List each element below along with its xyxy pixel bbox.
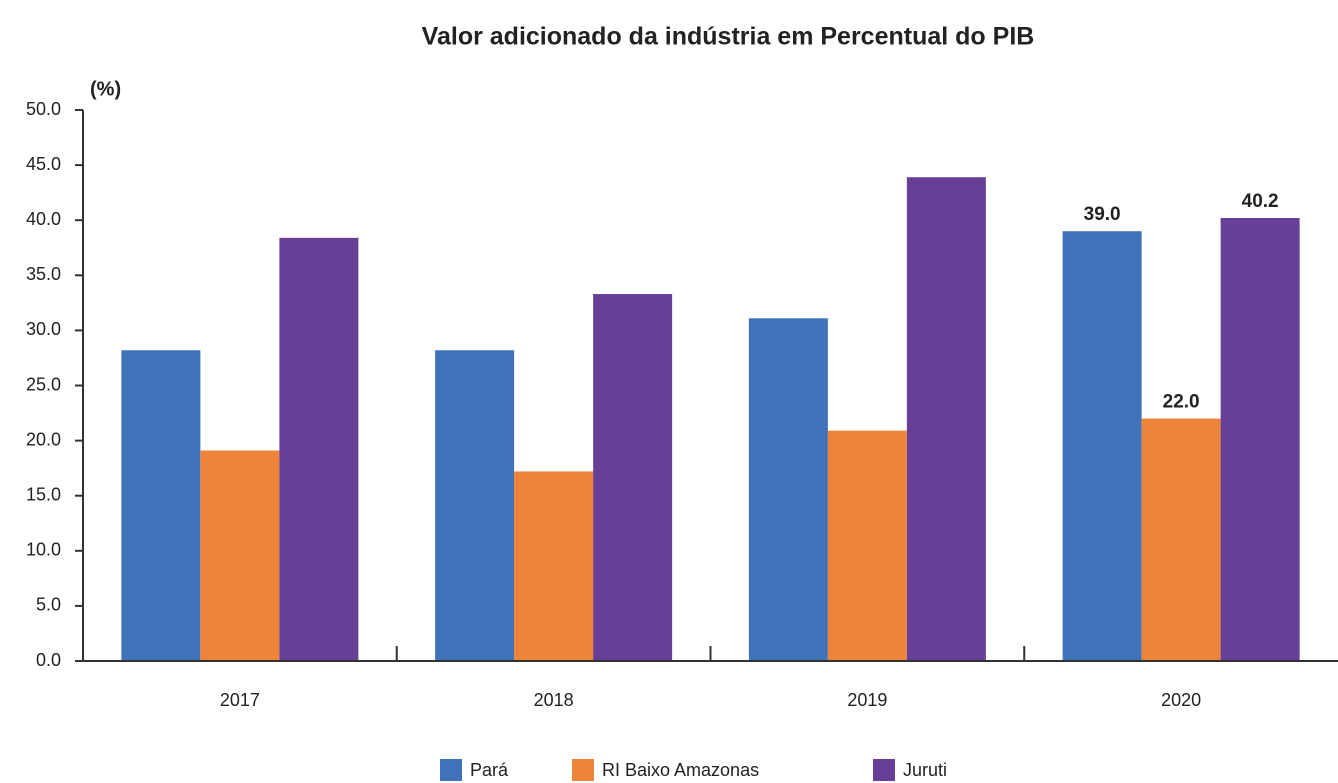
bar bbox=[279, 237, 359, 661]
data-label: 40.2 bbox=[1242, 191, 1279, 212]
bar bbox=[1220, 217, 1300, 661]
y-tick-label: 10.0 bbox=[26, 540, 61, 560]
data-label: 39.0 bbox=[1084, 204, 1121, 225]
y-tick-label: 20.0 bbox=[26, 429, 61, 449]
bar bbox=[906, 177, 986, 662]
y-tick-label: 0.0 bbox=[36, 650, 61, 670]
y-tick-label: 50.0 bbox=[26, 99, 61, 119]
y-tick-label: 45.0 bbox=[26, 154, 61, 174]
y-tick-label: 15.0 bbox=[26, 484, 61, 504]
bar bbox=[514, 471, 594, 661]
x-tick-label: 2017 bbox=[220, 690, 260, 710]
legend-swatch bbox=[873, 759, 895, 781]
y-tick-label: 35.0 bbox=[26, 264, 61, 284]
x-tick-label: 2019 bbox=[847, 690, 887, 710]
x-tick-label: 2020 bbox=[1161, 690, 1201, 710]
y-tick-label: 40.0 bbox=[26, 209, 61, 229]
bar bbox=[200, 450, 280, 661]
bar bbox=[121, 350, 201, 661]
y-tick-label: 5.0 bbox=[36, 595, 61, 615]
y-tick-label: 30.0 bbox=[26, 319, 61, 339]
bar bbox=[1062, 231, 1142, 661]
y-tick-label: 25.0 bbox=[26, 374, 61, 394]
legend-swatch bbox=[572, 759, 594, 781]
bar bbox=[1141, 418, 1221, 661]
data-label: 22.0 bbox=[1163, 392, 1200, 413]
legend-label: Juruti bbox=[903, 760, 947, 780]
bar bbox=[827, 430, 907, 661]
y-axis-label: (%) bbox=[90, 78, 121, 100]
legend-label: Pará bbox=[470, 760, 509, 780]
chart-title: Valor adicionado da indústria em Percent… bbox=[422, 23, 1035, 51]
legend-swatch bbox=[440, 759, 462, 781]
bar bbox=[593, 294, 673, 661]
legend-label: RI Baixo Amazonas bbox=[602, 760, 759, 780]
bar bbox=[435, 350, 515, 661]
bar bbox=[748, 318, 828, 661]
x-tick-label: 2018 bbox=[534, 690, 574, 710]
